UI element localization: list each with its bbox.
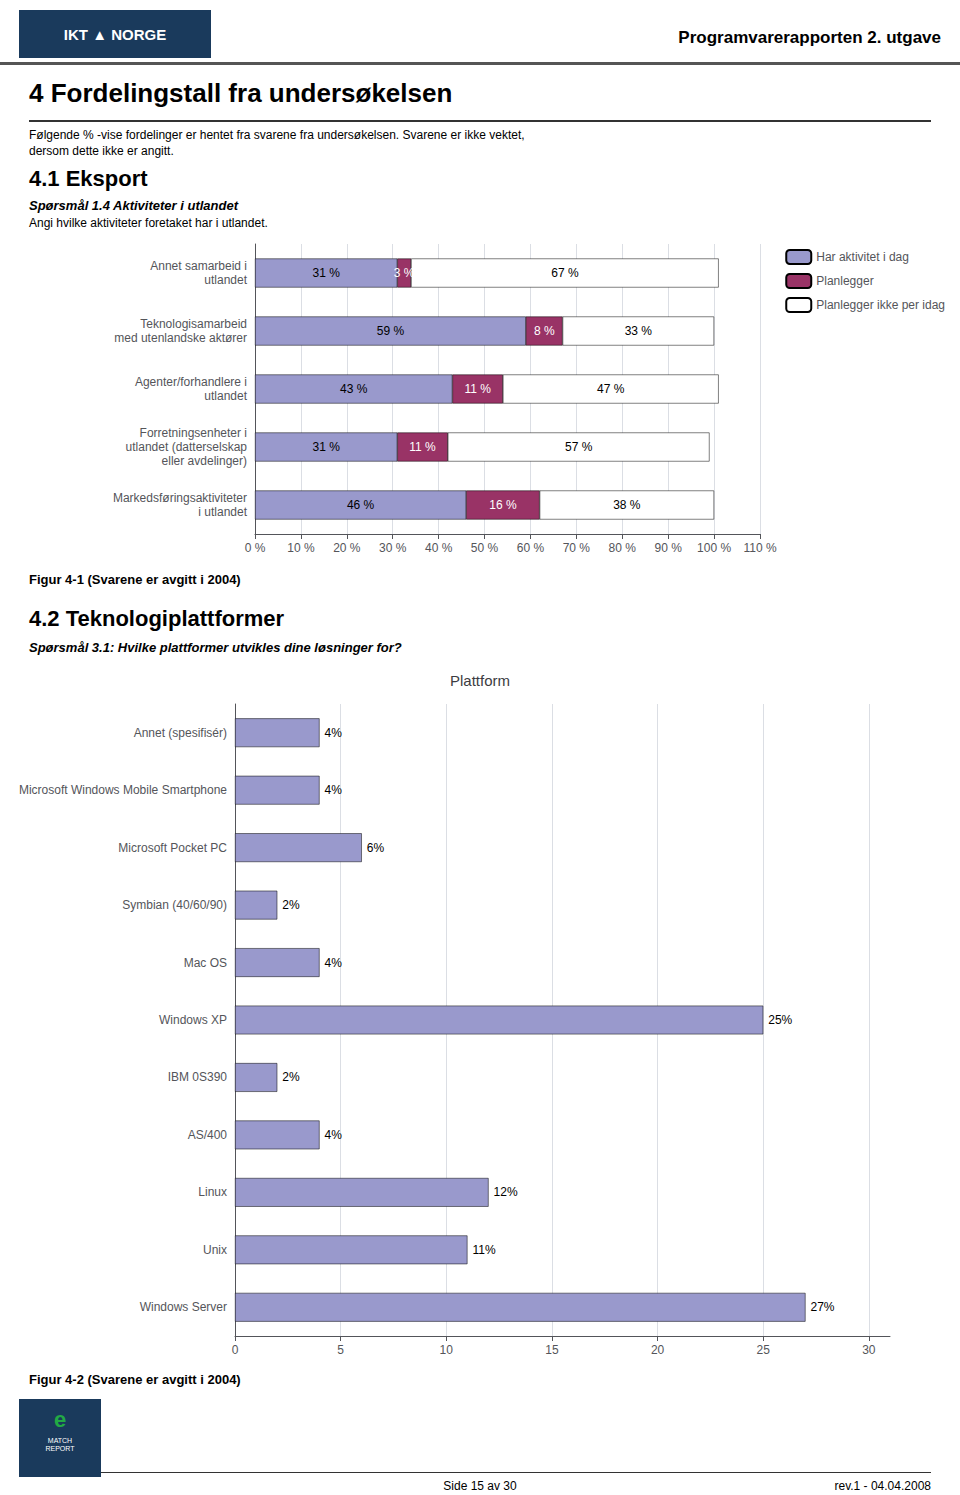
svg-text:utlandet: utlandet xyxy=(204,273,247,287)
html-text:Spørsmål 3.1: Hvilke plattform: Spørsmål 3.1: Hvilke plattformer utvikle… xyxy=(29,640,402,655)
html-text:IKT ▲ NORGE: IKT ▲ NORGE xyxy=(63,25,167,43)
svg-text:43 %: 43 % xyxy=(340,382,368,396)
svg-text:utlandet: utlandet xyxy=(204,389,247,403)
html-text:Programvarerapporten 2. utgave: Programvarerapporten 2. utgave xyxy=(678,28,941,47)
svg-text:Symbian (40/60/90): Symbian (40/60/90) xyxy=(122,898,227,912)
svg-text:70 %: 70 % xyxy=(563,541,591,555)
svg-text:4%: 4% xyxy=(325,726,343,740)
svg-text:31 %: 31 % xyxy=(312,440,340,454)
svg-text:Planlegger ikke per idag: Planlegger ikke per idag xyxy=(816,298,945,312)
html-text:Figur 4-2 (Svarene er avgitt i: Figur 4-2 (Svarene er avgitt i 2004) xyxy=(29,1372,241,1387)
svg-text:utlandet (datterselskap: utlandet (datterselskap xyxy=(126,440,248,454)
html-text:Angi hvilke aktiviteter foreta: Angi hvilke aktiviteter foretaket har i … xyxy=(29,216,268,230)
svg-text:60 %: 60 % xyxy=(517,541,545,555)
svg-text:3 %: 3 % xyxy=(394,266,415,280)
svg-text:30 %: 30 % xyxy=(379,541,407,555)
svg-text:80 %: 80 % xyxy=(609,541,637,555)
svg-text:38 %: 38 % xyxy=(613,498,641,512)
html-text:MATCH REPORT: MATCH REPORT xyxy=(45,1437,75,1453)
svg-text:4%: 4% xyxy=(325,783,343,797)
svg-text:5: 5 xyxy=(337,1343,344,1357)
svg-text:Agenter/forhandlere i: Agenter/forhandlere i xyxy=(135,375,247,389)
svg-text:Windows XP: Windows XP xyxy=(159,1013,227,1027)
svg-text:11 %: 11 % xyxy=(409,440,436,454)
svg-text:Teknologisamarbeid: Teknologisamarbeid xyxy=(140,317,247,331)
svg-text:100 %: 100 % xyxy=(697,541,731,555)
svg-text:Linux: Linux xyxy=(198,1185,227,1199)
svg-text:40 %: 40 % xyxy=(425,541,453,555)
html-text:e: e xyxy=(53,1407,67,1432)
html-text:4 Fordelingstall fra undersøke: 4 Fordelingstall fra undersøkelsen xyxy=(29,78,453,108)
html-text:Følgende % -vise fordelinger e: Følgende % -vise fordelinger er hentet f… xyxy=(29,128,525,142)
svg-text:eller avdelinger): eller avdelinger) xyxy=(162,454,247,468)
svg-text:Annet samarbeid i: Annet samarbeid i xyxy=(150,259,247,273)
svg-text:Mac OS: Mac OS xyxy=(184,956,227,970)
svg-text:47 %: 47 % xyxy=(597,382,625,396)
svg-text:25%: 25% xyxy=(768,1013,792,1027)
svg-text:Microsoft Windows Mobile Smart: Microsoft Windows Mobile Smartphone xyxy=(19,783,227,797)
svg-text:11 %: 11 % xyxy=(464,382,491,396)
svg-text:11%: 11% xyxy=(472,1243,495,1257)
svg-text:4%: 4% xyxy=(325,1128,343,1142)
svg-text:16 %: 16 % xyxy=(489,498,517,512)
svg-text:30: 30 xyxy=(862,1343,876,1357)
html-text:4.1 Eksport: 4.1 Eksport xyxy=(29,166,148,191)
svg-text:20 %: 20 % xyxy=(333,541,361,555)
svg-text:10: 10 xyxy=(440,1343,454,1357)
svg-text:Planlegger: Planlegger xyxy=(816,274,873,288)
svg-text:AS/400: AS/400 xyxy=(188,1128,228,1142)
svg-text:2%: 2% xyxy=(282,898,300,912)
html-text:rev.1 - 04.04.2008: rev.1 - 04.04.2008 xyxy=(834,1479,931,1493)
html-text:Side 15 av 30: Side 15 av 30 xyxy=(443,1479,517,1493)
svg-text:8 %: 8 % xyxy=(534,324,555,338)
svg-text:Markedsføringsaktiviteter: Markedsføringsaktiviteter xyxy=(113,491,247,505)
svg-text:27%: 27% xyxy=(810,1300,834,1314)
svg-text:IBM 0S390: IBM 0S390 xyxy=(168,1070,228,1084)
svg-text:med utenlandske aktører: med utenlandske aktører xyxy=(114,331,247,345)
svg-text:Windows Server: Windows Server xyxy=(140,1300,227,1314)
svg-text:110 %: 110 % xyxy=(743,541,776,555)
html-text:Figur 4-1 (Svarene er avgitt i: Figur 4-1 (Svarene er avgitt i 2004) xyxy=(29,572,241,587)
svg-text:6%: 6% xyxy=(367,841,385,855)
svg-text:0: 0 xyxy=(232,1343,239,1357)
svg-text:Annet (spesifisér): Annet (spesifisér) xyxy=(134,726,227,740)
svg-text:20: 20 xyxy=(651,1343,665,1357)
svg-text:4%: 4% xyxy=(325,956,343,970)
svg-text:Forretningsenheter i: Forretningsenheter i xyxy=(140,426,247,440)
svg-text:i utlandet: i utlandet xyxy=(198,505,247,519)
svg-text:90 %: 90 % xyxy=(655,541,683,555)
html-text:Spørsmål 1.4 Aktiviteter i utl: Spørsmål 1.4 Aktiviteter i utlandet xyxy=(29,198,238,213)
svg-text:33 %: 33 % xyxy=(625,324,653,338)
svg-text:15: 15 xyxy=(545,1343,559,1357)
html-text:dersom dette ikke er angitt.: dersom dette ikke er angitt. xyxy=(29,144,174,158)
svg-text:57 %: 57 % xyxy=(565,440,593,454)
html-text:4.2 Teknologiplattformer: 4.2 Teknologiplattformer xyxy=(29,606,285,631)
svg-text:Microsoft Pocket PC: Microsoft Pocket PC xyxy=(118,841,227,855)
svg-text:Plattform: Plattform xyxy=(450,672,510,689)
svg-text:2%: 2% xyxy=(282,1070,300,1084)
svg-text:12%: 12% xyxy=(494,1185,518,1199)
svg-text:46 %: 46 % xyxy=(347,498,375,512)
svg-text:0 %: 0 % xyxy=(245,541,266,555)
svg-text:31 %: 31 % xyxy=(312,266,340,280)
svg-text:10 %: 10 % xyxy=(287,541,315,555)
svg-text:50 %: 50 % xyxy=(471,541,499,555)
svg-text:25: 25 xyxy=(757,1343,771,1357)
svg-text:67 %: 67 % xyxy=(551,266,579,280)
svg-text:59 %: 59 % xyxy=(377,324,405,338)
svg-text:Unix: Unix xyxy=(203,1243,227,1257)
svg-text:Har aktivitet i dag: Har aktivitet i dag xyxy=(816,250,909,264)
